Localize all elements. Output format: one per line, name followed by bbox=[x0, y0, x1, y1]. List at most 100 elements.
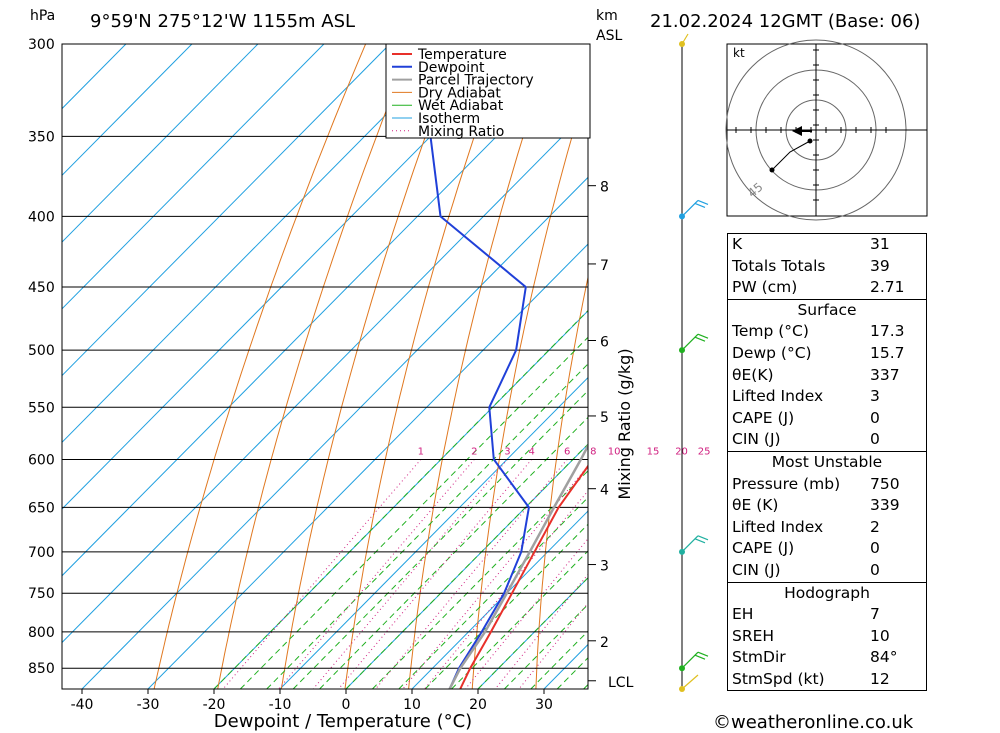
index-row: Totals Totals 39 bbox=[727, 255, 927, 278]
index-row: Lifted Index 3 bbox=[727, 386, 927, 408]
index-label: PW (cm) bbox=[727, 277, 866, 300]
mixing-ratio-label: 1 bbox=[418, 446, 424, 457]
index-label: Totals Totals bbox=[727, 255, 866, 278]
wind-barb bbox=[681, 200, 699, 217]
isotherm-line bbox=[81, 176, 588, 689]
index-row: CIN (J) 0 bbox=[727, 429, 927, 452]
index-label: Temp (°C) bbox=[727, 321, 866, 343]
km-tick-label: 4 bbox=[600, 483, 609, 499]
storm-motion-arrow bbox=[792, 126, 802, 136]
index-value: 0 bbox=[866, 429, 927, 452]
wind-barb-flag bbox=[694, 538, 706, 544]
legend-label: Isotherm bbox=[418, 111, 480, 127]
isotherm-line bbox=[62, 44, 391, 377]
location-title: 9°59'N 275°12'W 1155m ASL bbox=[90, 11, 355, 32]
hodograph-point bbox=[769, 167, 775, 173]
mixing-ratio-axis-label: Mixing Ratio (g/kg) bbox=[615, 348, 634, 499]
temp-tick-label: 10 bbox=[403, 697, 421, 713]
wind-barb bbox=[681, 674, 699, 690]
index-row: θE (K) 339 bbox=[727, 495, 927, 517]
index-value: 84° bbox=[866, 647, 927, 669]
mixing-ratio-line bbox=[518, 602, 588, 689]
index-value: 339 bbox=[866, 495, 927, 517]
index-value: 15.7 bbox=[866, 342, 927, 365]
index-label: CIN (J) bbox=[727, 429, 866, 452]
mixing-ratio-label: 15 bbox=[647, 446, 660, 457]
wind-barb bbox=[681, 333, 699, 351]
hpa-label: hPa bbox=[30, 8, 55, 24]
legend-label: Dry Adiabat bbox=[418, 85, 501, 101]
hodograph-unit-label: kt bbox=[733, 46, 745, 60]
mixing-ratio-line bbox=[375, 459, 568, 689]
wind-barb-flag bbox=[694, 202, 706, 208]
index-section-title: Hodograph bbox=[727, 581, 927, 605]
dry-adiabat-line bbox=[344, 44, 507, 689]
index-row: PW (cm) 2.71 bbox=[727, 277, 927, 300]
pressure-tick-label: 400 bbox=[28, 209, 55, 225]
legend-label: Temperature bbox=[417, 47, 507, 63]
index-label: Pressure (mb) bbox=[727, 473, 866, 496]
index-row: K 31 bbox=[727, 232, 927, 256]
pressure-tick-label: 650 bbox=[28, 500, 55, 516]
legend-label: Wet Adiabat bbox=[418, 98, 504, 114]
pressure-tick-label: 750 bbox=[28, 586, 55, 602]
wind-barb-flag bbox=[697, 651, 709, 657]
km-tick-label: 8 bbox=[600, 180, 609, 196]
index-value: 17.3 bbox=[866, 321, 927, 343]
dry-adiabat-line bbox=[153, 44, 367, 689]
km-tick-label: 3 bbox=[600, 559, 609, 575]
index-row: CAPE (J) 0 bbox=[727, 407, 927, 430]
hodograph: 45 kt bbox=[725, 39, 928, 221]
index-label: StmSpd (kt) bbox=[727, 668, 866, 692]
pressure-tick-label: 550 bbox=[28, 400, 55, 416]
parcel-trajectory-line bbox=[448, 443, 588, 689]
index-section-title: Surface bbox=[727, 298, 927, 322]
index-value: 2.71 bbox=[866, 277, 927, 300]
km-tick-label: 7 bbox=[600, 258, 609, 274]
dry-adiabat-line bbox=[535, 274, 588, 689]
legend-label: Mixing Ratio bbox=[418, 124, 504, 140]
mixing-ratio-line bbox=[222, 459, 422, 689]
legend-label: Dewpoint bbox=[418, 60, 485, 76]
index-value: 31 bbox=[866, 232, 927, 256]
km-tick-label: 5 bbox=[600, 410, 609, 426]
index-label: EH bbox=[727, 604, 866, 626]
index-section-header: Hodograph bbox=[727, 581, 927, 605]
mixing-ratio-label: 4 bbox=[529, 446, 535, 457]
km-label: km bbox=[596, 8, 618, 24]
hodograph-point bbox=[807, 138, 813, 144]
index-value: 750 bbox=[866, 473, 927, 496]
mixing-ratio-line bbox=[338, 459, 533, 689]
index-row: SREH 10 bbox=[727, 625, 927, 648]
dry-adiabat-line bbox=[280, 44, 460, 689]
wind-barb bbox=[681, 33, 689, 45]
index-value: 12 bbox=[866, 668, 927, 692]
index-label: K bbox=[727, 232, 866, 256]
wind-barb-flag bbox=[697, 535, 709, 541]
index-label: Dewp (°C) bbox=[727, 342, 866, 365]
index-row: Dewp (°C) 15.7 bbox=[727, 342, 927, 365]
index-value: 337 bbox=[866, 364, 927, 387]
dry-adiabat-line bbox=[408, 44, 554, 689]
pressure-tick-label: 700 bbox=[28, 545, 55, 561]
axes: 300350400450500550600650700750800850-40-… bbox=[28, 37, 634, 732]
wind-barb bbox=[681, 651, 699, 669]
pressure-tick-label: 300 bbox=[28, 37, 55, 53]
isotherm-line bbox=[62, 44, 193, 177]
x-axis-label: Dewpoint / Temperature (°C) bbox=[214, 711, 472, 732]
temp-tick-label: -20 bbox=[203, 697, 226, 713]
pressure-tick-label: 450 bbox=[28, 280, 55, 296]
isotherm-line bbox=[62, 44, 523, 510]
index-section-title: Most Unstable bbox=[727, 450, 927, 474]
dewpoint-line bbox=[429, 44, 530, 689]
pressure-tick-label: 800 bbox=[28, 625, 55, 641]
isotherm-line bbox=[62, 44, 588, 577]
isotherm-line bbox=[62, 44, 127, 110]
pressure-tick-label: 600 bbox=[28, 452, 55, 468]
index-value: 3 bbox=[866, 386, 927, 408]
wind-barb bbox=[681, 535, 699, 553]
indices-table: K 31 Totals Totals 39 PW (cm) 2.71 Surface Temp… bbox=[727, 232, 927, 692]
temperature-line bbox=[459, 464, 588, 689]
km-tick-label: 2 bbox=[600, 635, 609, 651]
index-row: StmSpd (kt) 12 bbox=[727, 668, 927, 692]
